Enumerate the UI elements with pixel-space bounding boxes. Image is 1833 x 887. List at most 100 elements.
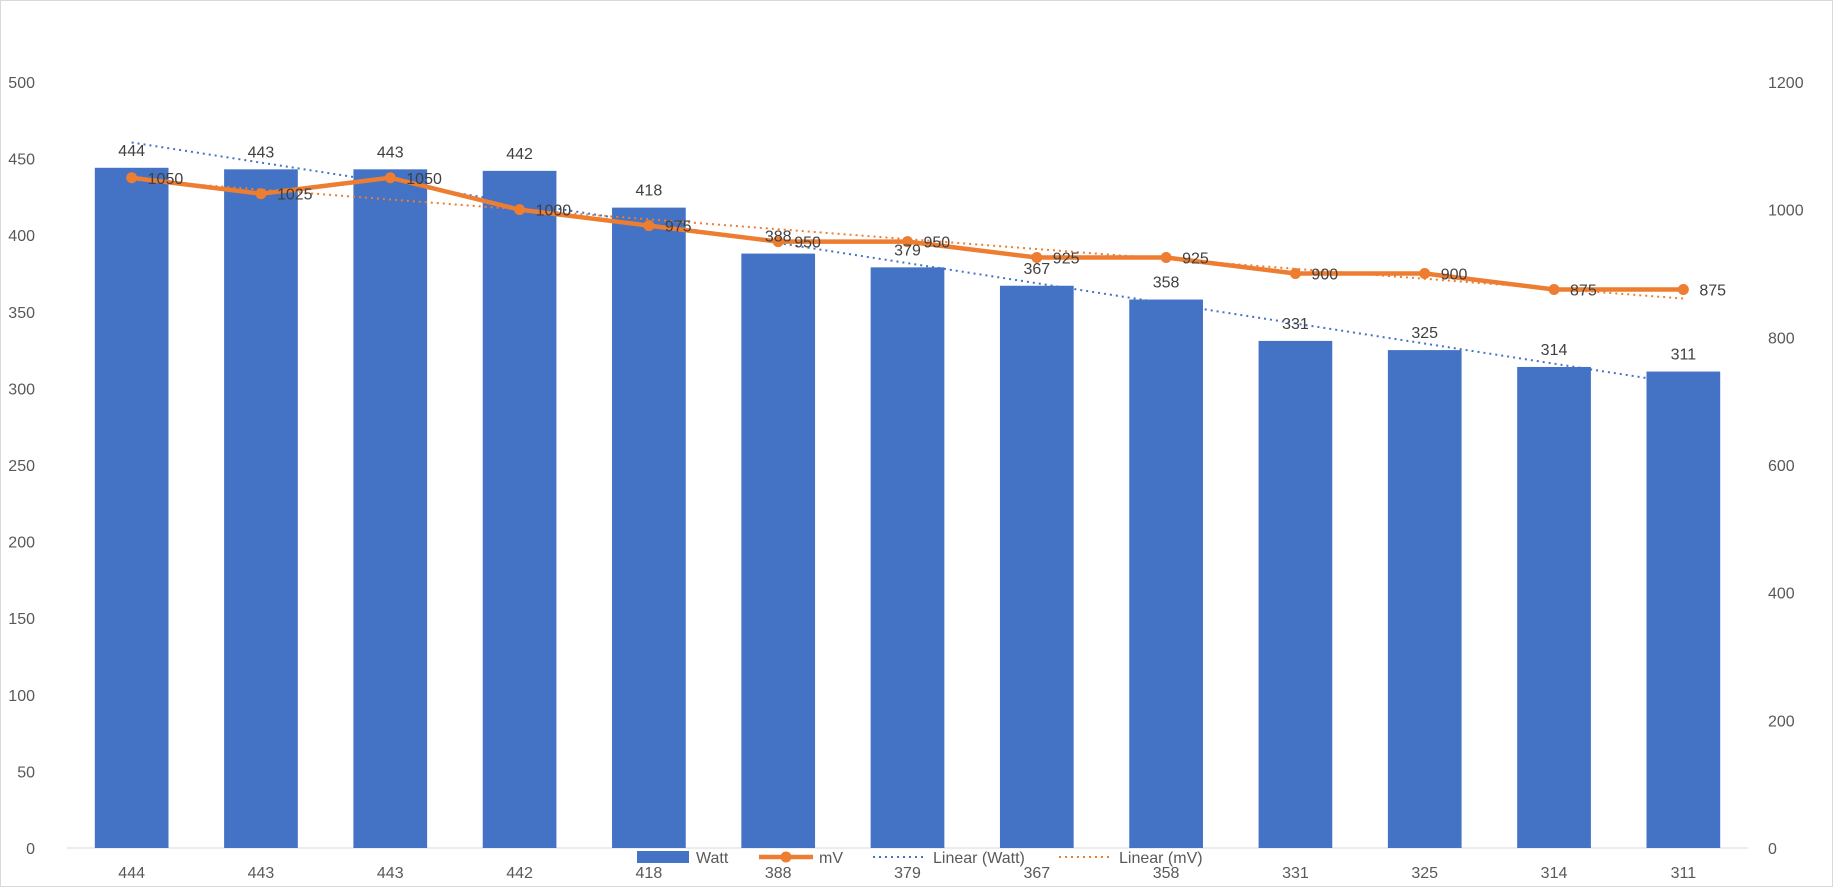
mv-point [1289,268,1301,279]
mv-data-label: 1025 [277,187,313,204]
x-tick-label: 442 [506,865,533,882]
mv-data-label: 950 [794,235,821,252]
bar-data-label: 379 [894,242,921,259]
bar-data-label: 314 [1541,342,1568,359]
mv-data-label: 875 [1570,282,1597,299]
y-right-tick-label: 200 [1768,713,1795,730]
legend: Watt mV Linear (Watt) Linear (mV) [637,850,1203,867]
bar-data-label: 443 [248,144,275,161]
bar-watt [1517,366,1591,848]
mv-data-label: 900 [1441,267,1468,284]
bar-watt [1387,350,1462,848]
x-tick-label: 314 [1541,865,1568,882]
mv-point [643,220,655,232]
y-right-tick-label: 1200 [1768,75,1804,92]
legend-swatch-watt [637,851,689,863]
mv-data-label: 1000 [536,203,572,220]
mv-point [1419,268,1431,279]
x-tick-label: 367 [1023,865,1050,882]
mv-point [384,172,396,184]
mv-point [1548,283,1560,295]
legend-item-linear-mv: Linear (mV) [1059,850,1203,867]
bar-data-label: 444 [118,143,145,160]
bar-watt [1258,340,1333,848]
x-tick-label: 443 [248,865,275,882]
x-tick-label: 379 [894,865,921,882]
bar-data-label: 331 [1282,316,1309,333]
bar-data-label: 443 [377,144,404,161]
mv-point [126,172,138,184]
y-right-tick-label: 1000 [1768,203,1804,220]
y-right-tick-label: 600 [1768,458,1795,475]
mv-point [1031,252,1043,264]
y-left-tick-label: 500 [8,75,35,92]
x-tick-label: 444 [118,865,145,882]
x-tick-label: 358 [1153,865,1180,882]
y-left-tick-label: 350 [8,305,35,322]
y-left-tick-label: 100 [8,688,35,705]
mv-point [1677,283,1689,295]
legend-label-mv: mV [819,850,843,867]
mv-data-label: 925 [1182,251,1209,268]
bar-watt [612,207,686,848]
y-right-tick-label: 400 [1768,586,1795,603]
mv-point [514,204,526,216]
x-tick-label: 311 [1671,865,1697,882]
y-right-tick-label: 800 [1768,330,1795,347]
bar-watt [999,285,1074,849]
legend-marker-mv [780,851,792,863]
bar-watt [741,253,816,849]
mv-data-label: 900 [1311,267,1338,284]
mv-point [1160,252,1172,264]
legend-item-mv: mV [759,850,843,867]
x-tick-label: 388 [765,865,792,882]
bar-data-label: 442 [506,146,533,163]
bar-data-label: 358 [1153,275,1180,292]
bar-data-label: 418 [636,183,663,200]
y-left-tick-label: 150 [8,611,35,628]
y-left-tick-label: 300 [8,381,35,398]
y-left-tick-label: 450 [8,152,35,169]
mv-point [902,236,913,248]
data-labels-layer: 444 443 443 442 418 388 379 367 358 331 325 314 311 1… [118,143,1726,364]
mv-point [772,236,784,248]
x-tick-label: 331 [1282,865,1309,882]
bar-data-label: 311 [1671,347,1697,364]
mv-data-label: 925 [1053,251,1080,268]
bar-watt [353,169,428,849]
mv-point [255,188,267,200]
legend-item-linear-watt: Linear (Watt) [873,850,1025,867]
mv-data-label: 975 [665,219,692,236]
x-tick-label: 418 [636,865,663,882]
bars-layer [94,167,1721,849]
y-left-tick-label: 400 [8,228,35,245]
y-left-tick-label: 250 [8,458,35,475]
trendline-watt [131,141,1684,385]
mv-data-label: 875 [1699,282,1726,299]
legend-item-watt: Watt [637,850,729,867]
bar-data-label: 388 [765,229,792,246]
y-right-tick-label: 0 [1768,841,1777,858]
bar-watt [94,167,169,849]
bar-data-label: 325 [1411,325,1438,342]
legend-label-linear-watt: Linear (Watt) [933,850,1025,867]
y-left-tick-label: 50 [17,764,35,781]
bar-watt [870,267,945,848]
mv-data-label: 1050 [148,171,184,188]
mv-data-label: 950 [924,235,951,252]
bar-watt [1646,371,1721,848]
legend-label-linear-mv: Linear (mV) [1119,850,1203,867]
x-tick-label: 443 [377,865,404,882]
bar-watt [224,169,298,849]
y-left-tick-label: 200 [8,535,35,552]
bar-watt [482,170,557,848]
x-tick-label: 325 [1411,865,1438,882]
axes: 0 50 100 150 200 250 300 350 400 450 500 0 200 400 600… [8,75,1803,882]
bar-watt [1129,299,1203,848]
mv-data-label: 1050 [406,171,442,188]
line-layer [126,172,1689,295]
bar-data-label: 367 [1023,261,1050,278]
y-left-tick-label: 0 [26,841,35,858]
